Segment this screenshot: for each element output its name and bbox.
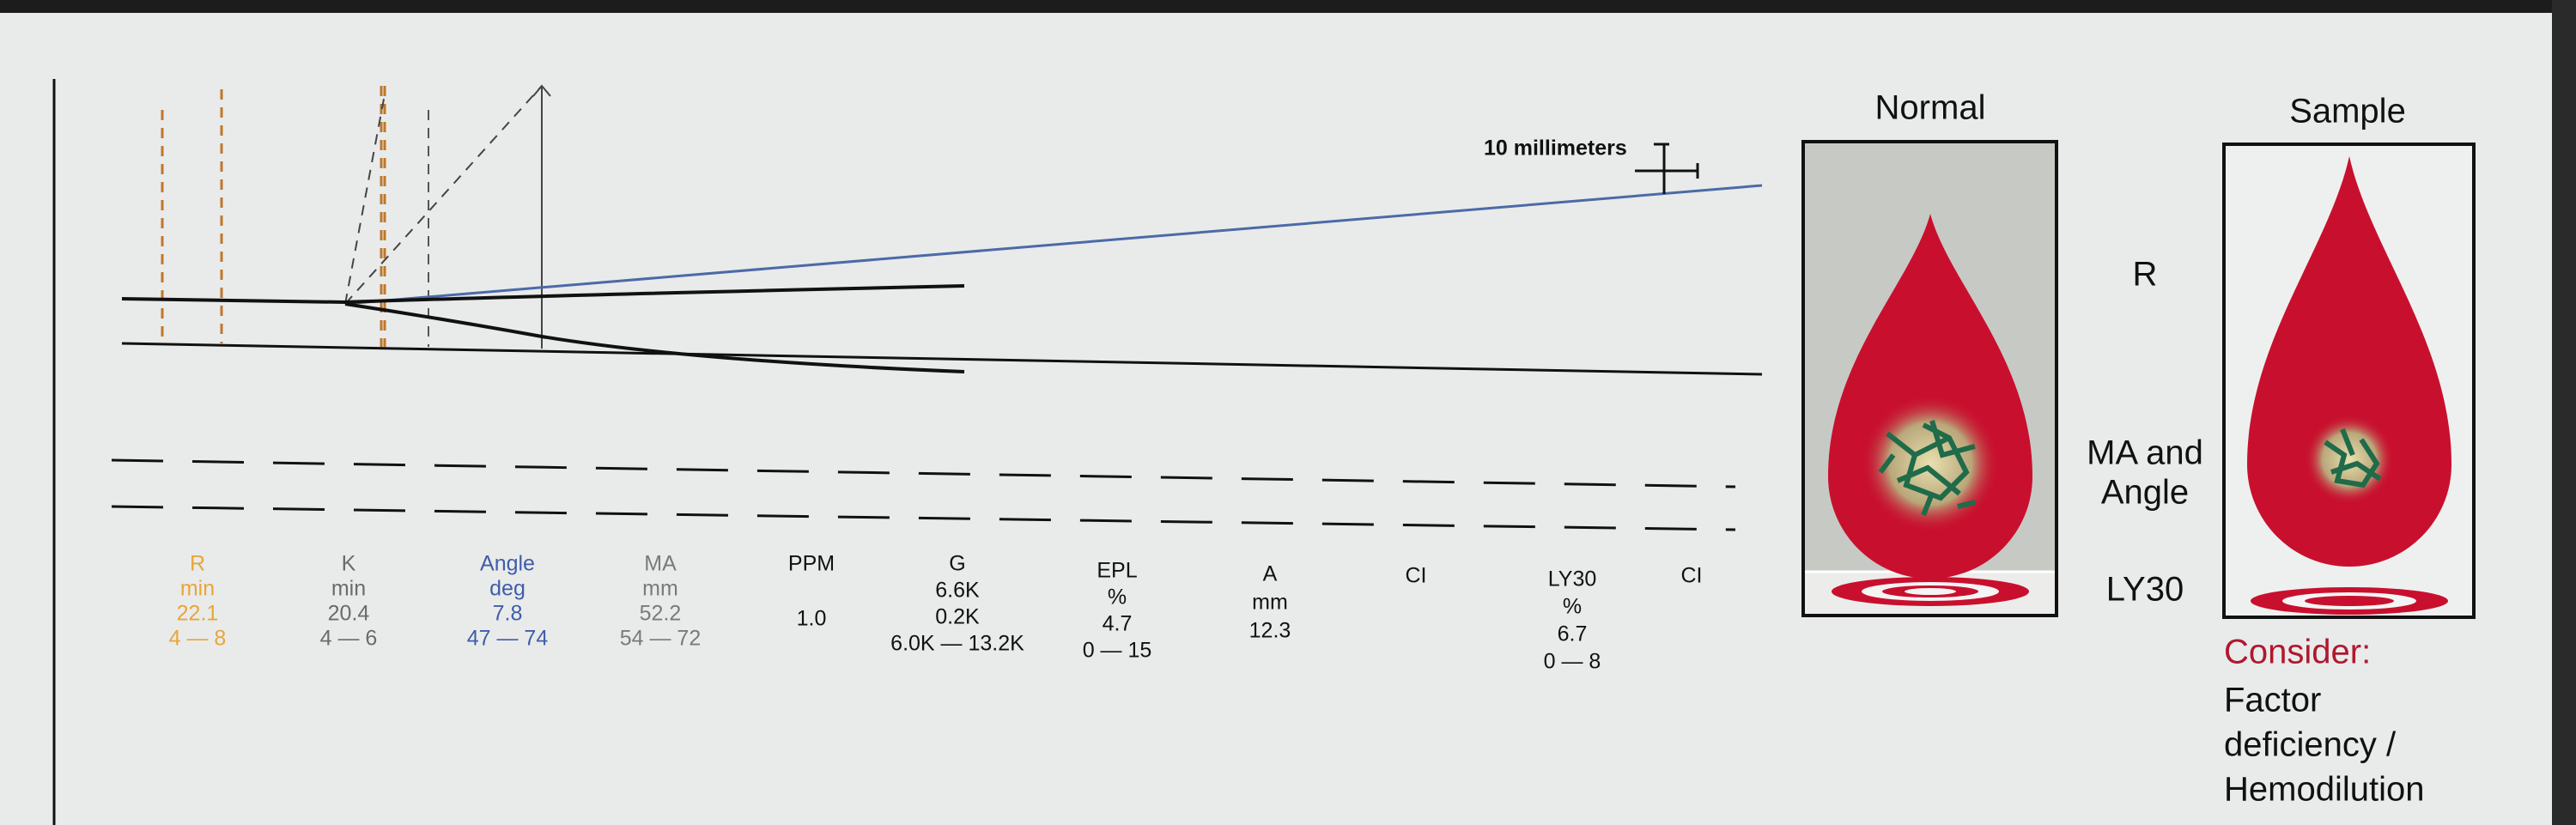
label-ma-angle: MA and xyxy=(2087,434,2203,472)
sample-panel xyxy=(2222,143,2476,619)
parameter-value: 0 — 8 xyxy=(1544,650,1601,674)
parameter-name: R xyxy=(190,552,205,576)
consider-line: Factor xyxy=(2224,682,2321,719)
parameter-value: 47 — 74 xyxy=(467,627,549,651)
parameter-value: 0 — 15 xyxy=(1083,639,1152,663)
parameter-name: K xyxy=(342,552,356,576)
parameter-value: % xyxy=(1108,585,1127,610)
parameter-value: 6.0K — 13.2K xyxy=(890,632,1024,656)
consider-line: Hemodilution xyxy=(2224,771,2424,809)
parameter-name: G xyxy=(949,552,965,576)
parameter-name: MA xyxy=(644,552,677,576)
parameter-value: 4 — 8 xyxy=(169,627,227,651)
scale-label: 10 millimeters xyxy=(1484,136,1627,161)
parameter-value: 4.7 xyxy=(1103,612,1133,636)
parameter-value: 12.3 xyxy=(1249,619,1291,643)
parameter-value: deg xyxy=(489,577,526,601)
parameter-name: Angle xyxy=(480,552,535,576)
parameter-value: 1.0 xyxy=(797,607,827,631)
parameter-name: CI xyxy=(1406,564,1427,588)
sample-title: Sample xyxy=(2289,93,2406,130)
normal-title: Normal xyxy=(1875,89,1986,127)
consider-heading: Consider: xyxy=(2224,634,2371,671)
parameter-value: 4 — 6 xyxy=(320,627,378,651)
label-ma-angle: Angle xyxy=(2101,474,2189,512)
label-r: R xyxy=(2133,256,2158,294)
parameter-name: EPL xyxy=(1097,559,1137,583)
right-edge xyxy=(2552,0,2576,825)
parameter-value: mm xyxy=(1252,591,1288,615)
parameter-name: PPM xyxy=(788,552,835,576)
parameter-value: 54 — 72 xyxy=(620,627,702,651)
normal-panel xyxy=(1801,140,2058,617)
parameter-value: 6.6K xyxy=(935,579,980,603)
parameter-value: 6.7 xyxy=(1558,622,1588,646)
parameter-value: mm xyxy=(642,577,678,601)
parameter-value: % xyxy=(1563,595,1582,619)
top-bar xyxy=(0,0,2576,13)
parameter-name: A xyxy=(1263,562,1278,586)
parameter-name: CI xyxy=(1681,564,1703,588)
parameter-value: 20.4 xyxy=(328,602,370,626)
parameter-value: 7.8 xyxy=(493,602,523,626)
parameter-value: min xyxy=(180,577,215,601)
consider-line: deficiency / xyxy=(2224,726,2397,764)
parameter-name: LY30 xyxy=(1548,567,1597,591)
parameter-value: min xyxy=(331,577,366,601)
parameter-value: 0.2K xyxy=(935,605,980,629)
label-ly30: LY30 xyxy=(2106,571,2184,609)
tracing xyxy=(111,84,1763,531)
parameter-value: 22.1 xyxy=(177,602,219,626)
parameter-value: 52.2 xyxy=(640,602,682,626)
